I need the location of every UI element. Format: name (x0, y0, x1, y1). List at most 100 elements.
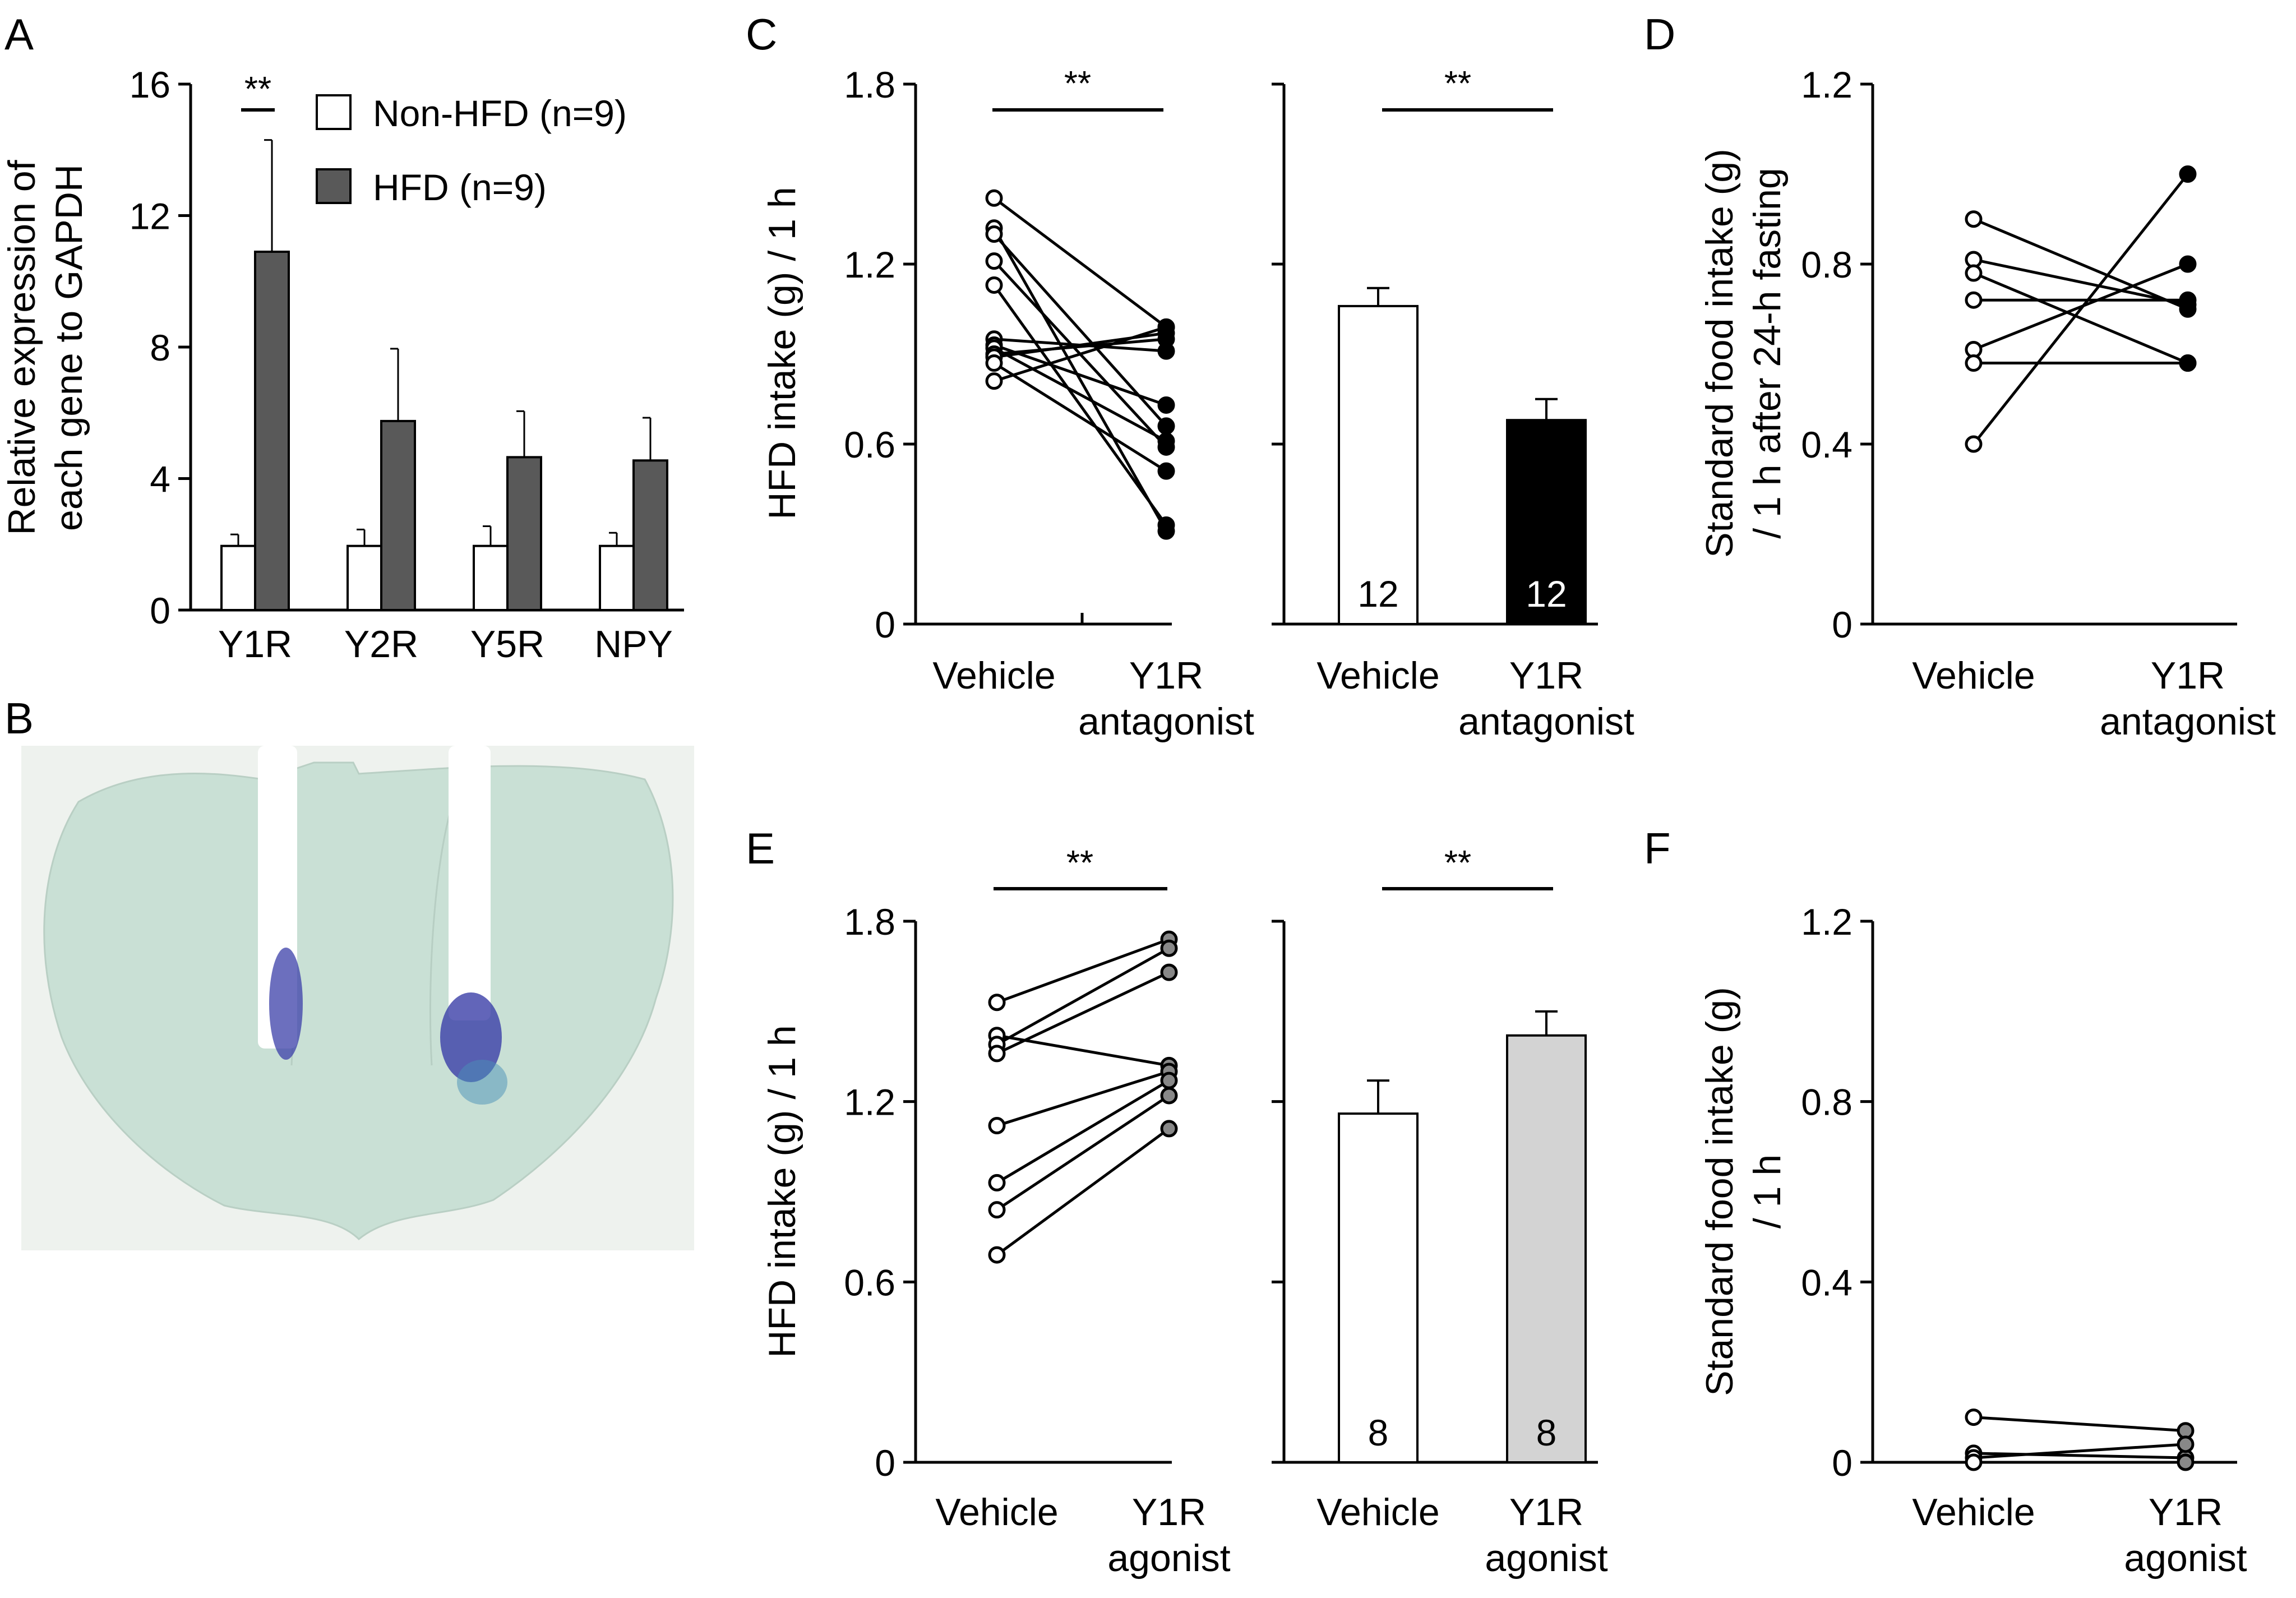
panel-a-x-label: Y1R (218, 623, 292, 666)
panel-e-y-tick-label: 0 (875, 1442, 895, 1484)
panel-d-ylabel-line2: / 1 h after 24-h fasting (1746, 168, 1789, 539)
panel-a-y-tick-label: 16 (130, 64, 170, 105)
panel-f-point-vehicle (1965, 1408, 1983, 1426)
panel-c-ylabel: HFD intake (g) / 1 h (761, 187, 803, 519)
panel-f-pair-line (1973, 1416, 2186, 1433)
panel-c-pair-line (994, 338, 1167, 355)
panel-c-point-vehicle (985, 276, 1003, 294)
panel-c-y-tick-label: 0.6 (844, 424, 895, 465)
panel-label-c: C (746, 10, 777, 59)
panel-b-histology-image (21, 746, 694, 1250)
panel-e-point-vehicle (988, 994, 1006, 1012)
panel-d-pair-line (1973, 271, 2188, 364)
panel-c-pair-line (993, 197, 1167, 329)
panel-d-y-tick-label: 0 (1832, 604, 1852, 645)
panel-e-x-label: Vehicle (935, 1491, 1058, 1534)
panel-c-point-vehicle (985, 225, 1003, 243)
panel-a-y-tick-label: 12 (130, 196, 170, 237)
panel-f-point-treatment (2177, 1453, 2195, 1471)
panel-c-y-tick-label: 1.8 (844, 64, 895, 105)
panel-d-point-treatment (2179, 255, 2197, 273)
panel-c-pair-line (992, 227, 1168, 532)
panel-d-pair-line (1973, 258, 2188, 306)
panel-e-y-tick-label: 1.8 (844, 901, 895, 943)
panel-d-y-tick-label: 0.8 (1801, 244, 1852, 285)
legend-swatch-non-hfd (316, 94, 352, 130)
panel-c-pair-line (992, 284, 1168, 526)
panel-e-point-treatment (1160, 1087, 1178, 1105)
panel-e-point-treatment (1160, 963, 1178, 981)
panel-d-y-tick-label: 0.4 (1801, 424, 1852, 465)
panel-a-y-tick-label: 4 (150, 459, 170, 500)
panel-d-point-vehicle (1965, 354, 1983, 372)
panel-e-pair-line (996, 1070, 1170, 1127)
panel-c-point-vehicle (985, 252, 1003, 270)
panel-d-x-label-line2: antagonist (2100, 700, 2276, 743)
panel-a-y-tick-label: 0 (150, 590, 170, 631)
panel-c-y-tick-label: 1.2 (844, 244, 895, 285)
panel-e-point-vehicle (988, 1117, 1006, 1135)
panel-c-pair-line (994, 325, 1167, 383)
panel-f-x-label-line2: agonist (2124, 1537, 2247, 1579)
panel-label-f: F (1644, 824, 1671, 873)
panel-d-point-treatment (2179, 291, 2197, 309)
panel-c-pair-line (993, 347, 1167, 442)
panel-e-point-treatment (1160, 1120, 1178, 1138)
panel-f-pair-line (1973, 1443, 2186, 1460)
panel-a-bar-hfd (632, 459, 668, 611)
panel-e-bar-x-label: Y1R (1509, 1491, 1583, 1534)
panel-a-sig-stars: ** (244, 70, 271, 109)
panel-c-point-vehicle (985, 354, 1003, 372)
panel-d-point-vehicle (1965, 291, 1983, 309)
panel-c-bar (1338, 304, 1419, 625)
panel-label-d: D (1644, 10, 1675, 59)
panel-b-tissue (43, 761, 674, 1241)
panel-e-x-label: Y1R (1132, 1491, 1206, 1534)
panel-c-bar-n-label: 12 (1357, 573, 1398, 615)
panel-c-pair-line (994, 344, 1167, 407)
panel-c-point-treatment (1157, 417, 1175, 435)
panel-d-y-tick-label: 1.2 (1801, 64, 1852, 105)
panel-f-pair-line (1973, 1452, 2186, 1460)
panel-c-x-label: Y1R (1129, 654, 1203, 697)
panel-e-bar-x-label: Vehicle (1316, 1491, 1439, 1534)
panel-f-point-vehicle (1965, 1453, 1983, 1471)
panel-f-y-tick-label: 1.2 (1801, 901, 1852, 943)
panel-e-pair-line (996, 971, 1170, 1055)
panel-e-bar (1506, 1034, 1587, 1463)
panel-e-point-vehicle (988, 1045, 1006, 1063)
panel-e-bar-x-label-line2: agonist (1485, 1537, 1607, 1579)
panel-c-point-treatment (1157, 318, 1175, 336)
panel-e-point-vehicle (988, 1246, 1006, 1264)
panel-a-x-label: Y5R (470, 623, 544, 666)
panel-c-point-treatment (1157, 432, 1175, 450)
panel-c-sig-stars: ** (1064, 64, 1091, 103)
panel-a-bar-hfd (506, 456, 542, 611)
panel-d-x-label: Vehicle (1912, 654, 2035, 697)
panel-c-bar-x-label: Y1R (1509, 654, 1583, 697)
panel-f-ylabel-line1: Standard food intake (g) (1698, 987, 1741, 1396)
panel-d-pair-line (1973, 218, 2188, 311)
panel-e-y-tick-label: 1.2 (844, 1082, 895, 1123)
panel-c-x-label: Vehicle (932, 654, 1055, 697)
panel-e-point-treatment (1160, 1072, 1178, 1089)
panel-e-y-tick-label: 0.6 (844, 1262, 895, 1303)
panel-e-ylabel: HFD intake (g) / 1 h (761, 1025, 803, 1357)
panel-a-bar-non-hfd (347, 544, 382, 612)
panel-c-point-vehicle (985, 189, 1003, 207)
panel-a-bar-hfd (380, 419, 416, 611)
panel-f-x-label: Y1R (2149, 1491, 2223, 1534)
legend-label-hfd: HFD (n=9) (373, 167, 547, 208)
panel-e-x-label-line2: agonist (1107, 1537, 1230, 1579)
panel-c-y-tick-label: 0 (875, 604, 895, 645)
panel-b-stain-left (269, 948, 303, 1060)
panel-f-y-tick-label: 0 (1832, 1442, 1852, 1484)
panel-f-ylabel-line2: / 1 h (1746, 1154, 1789, 1228)
panel-e-pair-line (996, 1127, 1170, 1257)
panel-label-e: E (746, 824, 775, 873)
panel-b-stain-right (440, 992, 502, 1082)
panel-f-y-tick-label: 0.4 (1801, 1262, 1852, 1303)
panel-a-ylabel-line2: each gene to GAPDH (48, 164, 90, 531)
panel-d-point-vehicle (1965, 435, 1983, 453)
